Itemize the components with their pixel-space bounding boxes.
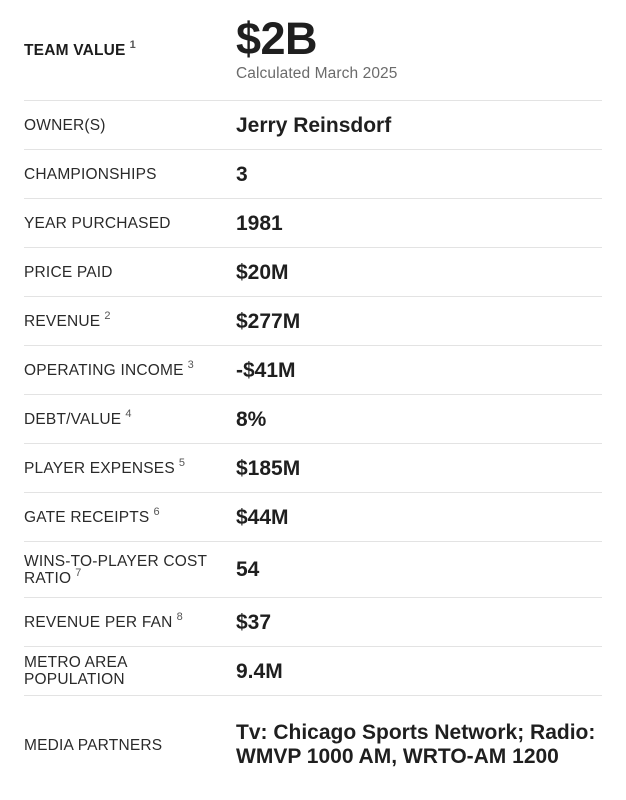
player-expenses-row: PLAYER EXPENSES 5 $185M xyxy=(24,444,602,493)
debt-value-row: DEBT/VALUE 4 8% xyxy=(24,395,602,444)
media-partners-value: Tv: Chicago Sports Network; Radio: WMVP … xyxy=(236,721,596,768)
row-label: MEDIA PARTNERS xyxy=(24,736,163,754)
footnote-marker[interactable]: 5 xyxy=(178,457,186,470)
calculated-date: Calculated March 2025 xyxy=(236,65,398,82)
price-paid-value: $20M xyxy=(236,260,289,284)
revenue-per-fan-row: REVENUE PER FAN 8 $37 xyxy=(24,598,602,647)
row-label: OPERATING INCOME 3 xyxy=(24,359,194,379)
row-label: GATE RECEIPTS 6 xyxy=(24,506,160,526)
metro-population-row: METRO AREA POPULATION 9.4M xyxy=(24,647,602,696)
revenue-per-fan-value: $37 xyxy=(236,610,272,634)
price-paid-row: PRICE PAID $20M xyxy=(24,248,602,297)
championships-value: 3 xyxy=(236,162,248,186)
metro-population-value: 9.4M xyxy=(236,659,283,683)
footnote-marker[interactable]: 3 xyxy=(187,359,194,372)
row-label: WINS-TO-PLAYER COST RATIO 7 xyxy=(24,552,207,587)
operating-income-row: OPERATING INCOME 3 -$41M xyxy=(24,346,602,395)
row-label: METRO AREA POPULATION xyxy=(24,654,127,688)
owner-row: OWNER(S) Jerry Reinsdorf xyxy=(24,101,602,150)
footnote-marker[interactable]: 7 xyxy=(75,567,82,580)
row-label: YEAR PURCHASED xyxy=(24,214,171,232)
team-value-label: TEAM VALUE 1 xyxy=(24,39,136,59)
footnote-marker[interactable]: 1 xyxy=(129,39,136,52)
revenue-row: REVENUE 2 $277M xyxy=(24,297,602,346)
operating-income-value: -$41M xyxy=(236,358,296,382)
team-profile-table: TEAM VALUE 1 $2B Calculated March 2025 OW… xyxy=(24,0,602,794)
row-label: DEBT/VALUE 4 xyxy=(24,408,132,428)
footnote-marker[interactable]: 8 xyxy=(176,611,183,624)
team-value: $2B Calculated March 2025 xyxy=(236,16,602,84)
footnote-marker[interactable]: 4 xyxy=(125,408,132,421)
gate-receipts-value: $44M xyxy=(236,505,289,529)
team-value-row: TEAM VALUE 1 $2B Calculated March 2025 xyxy=(24,0,602,101)
row-label: PLAYER EXPENSES 5 xyxy=(24,457,186,477)
wins-to-player-cost-row: WINS-TO-PLAYER COST RATIO 7 54 xyxy=(24,542,602,598)
wins-to-player-cost-value: 54 xyxy=(236,558,260,581)
team-value-amount: $2B xyxy=(236,13,318,64)
championships-row: CHAMPIONSHIPS 3 xyxy=(24,150,602,199)
row-label: CHAMPIONSHIPS xyxy=(24,165,157,183)
debt-value-value: 8% xyxy=(236,407,267,431)
gate-receipts-row: GATE RECEIPTS 6 $44M xyxy=(24,493,602,542)
row-label: PRICE PAID xyxy=(24,263,113,281)
row-label: REVENUE 2 xyxy=(24,310,111,330)
year-purchased-value: 1981 xyxy=(236,211,283,235)
revenue-value: $277M xyxy=(236,309,301,333)
player-expenses-value: $185M xyxy=(236,456,301,480)
media-partners-row: MEDIA PARTNERS Tv: Chicago Sports Networ… xyxy=(24,696,602,794)
owner-value: Jerry Reinsdorf xyxy=(236,113,392,137)
row-label: REVENUE PER FAN 8 xyxy=(24,611,183,631)
year-purchased-row: YEAR PURCHASED 1981 xyxy=(24,199,602,248)
footnote-marker[interactable]: 6 xyxy=(153,506,160,519)
row-label: OWNER(S) xyxy=(24,116,106,134)
footnote-marker[interactable]: 2 xyxy=(104,310,111,323)
